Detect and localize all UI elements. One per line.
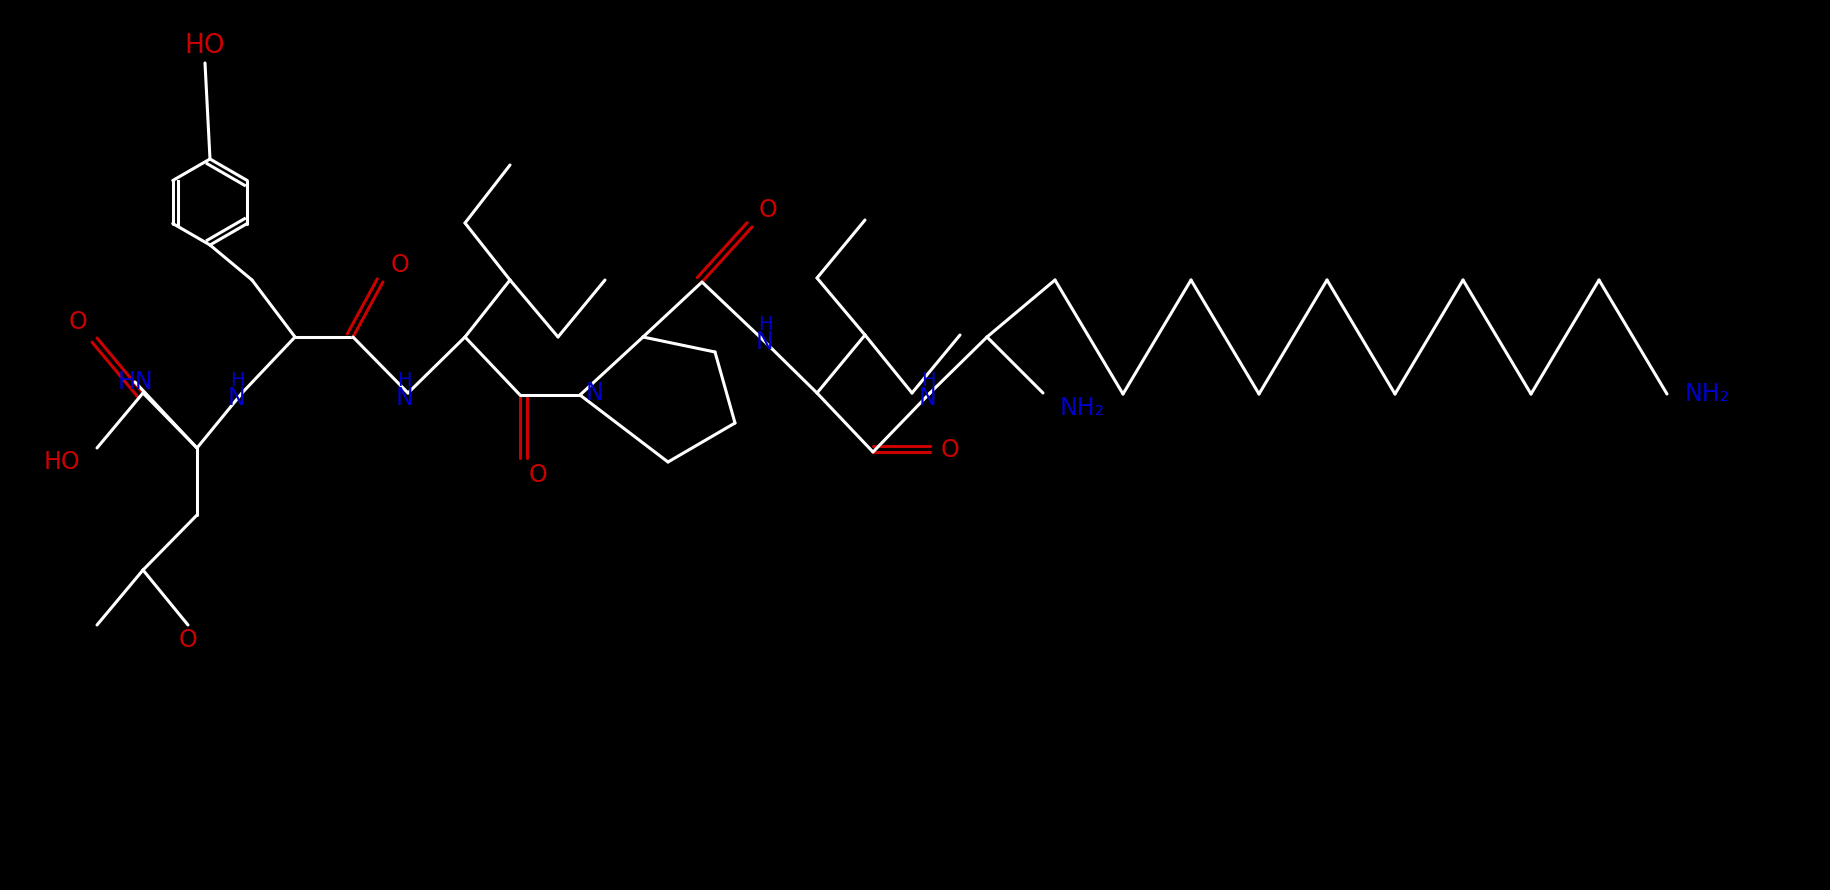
Text: O: O xyxy=(68,310,88,334)
Text: H: H xyxy=(229,370,243,390)
Text: N: N xyxy=(395,386,412,410)
Text: NH₂: NH₂ xyxy=(1684,382,1729,406)
Text: O: O xyxy=(390,253,410,277)
Text: N: N xyxy=(919,386,937,410)
Text: O: O xyxy=(758,198,778,222)
Text: H: H xyxy=(758,314,772,334)
Text: NH₂: NH₂ xyxy=(1060,396,1105,420)
Text: HO: HO xyxy=(44,450,81,474)
Text: O: O xyxy=(529,463,547,487)
Text: O: O xyxy=(941,438,959,462)
Text: O: O xyxy=(179,628,198,652)
Text: HO: HO xyxy=(185,33,225,59)
Text: N: N xyxy=(229,386,245,410)
Text: HN: HN xyxy=(117,370,152,394)
Text: N: N xyxy=(756,330,774,354)
Text: H: H xyxy=(920,370,935,390)
Text: H: H xyxy=(397,370,412,390)
Text: N: N xyxy=(586,381,602,405)
